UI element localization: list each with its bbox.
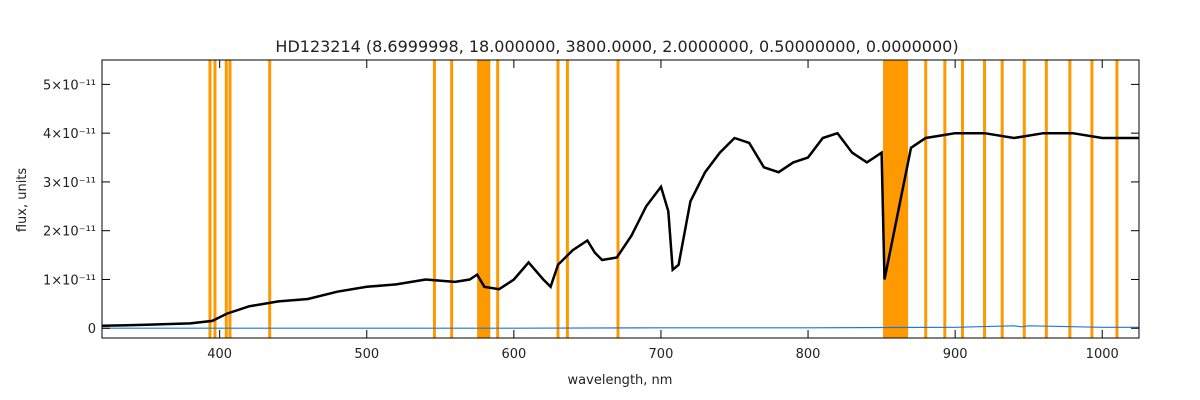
masked-line-16 [1022,60,1026,338]
masked-line-12 [943,60,947,338]
plot-area [101,60,1139,338]
x-tick-label: 600 [501,347,526,362]
x-tick-label: 800 [796,347,821,362]
masked-line-20 [1115,60,1119,338]
chart-title: HD123214 (8.6999998, 18.000000, 3800.000… [275,37,958,56]
masked-line-2 [224,60,228,338]
masked-band-1 [883,60,909,338]
masked-line-11 [924,60,928,338]
masked-line-0 [208,60,212,338]
masked-line-18 [1068,60,1072,338]
masked-line-5 [432,60,436,338]
x-tick-label: 700 [649,347,674,362]
masked-line-4 [268,60,272,338]
y-tick-label: 0 [88,322,96,337]
masked-line-14 [983,60,987,338]
x-tick-label: 1000 [1086,347,1119,362]
masked-line-1 [213,60,217,338]
masked-line-3 [228,60,232,338]
x-tick-label: 900 [943,347,968,362]
x-tick-label: 500 [354,347,379,362]
flux-series-line [101,131,1139,328]
masked-line-17 [1044,60,1048,338]
masked-line-13 [960,60,964,338]
masked-line-6 [450,60,454,338]
y-tick-label: 4×10⁻¹¹ [43,127,96,142]
y-tick-label: 1×10⁻¹¹ [43,273,96,288]
x-tick-label: 400 [207,347,232,362]
masked-line-7 [496,60,500,338]
masked-line-10 [616,60,620,338]
masked-line-9 [565,60,569,338]
masked-line-15 [1000,60,1004,338]
masked-line-19 [1090,60,1094,338]
x-axis-label: wavelength, nm [568,373,673,388]
y-tick-label: 3×10⁻¹¹ [43,176,96,191]
y-tick-label: 2×10⁻¹¹ [43,225,96,240]
error-series-line [102,325,1139,329]
masked-line-8 [556,60,560,338]
plot-frame [101,59,1140,339]
y-tick-label: 5×10⁻¹¹ [43,78,96,93]
y-axis: 0 1×10⁻¹¹ 2×10⁻¹¹ 3×10⁻¹¹ 4×10⁻¹¹ 5×10⁻¹¹ [43,78,1139,337]
masked-band-0 [477,60,491,338]
y-axis-label: flux, units [15,168,30,233]
x-axis: 400 500 600 700 800 900 1000 [207,60,1119,362]
